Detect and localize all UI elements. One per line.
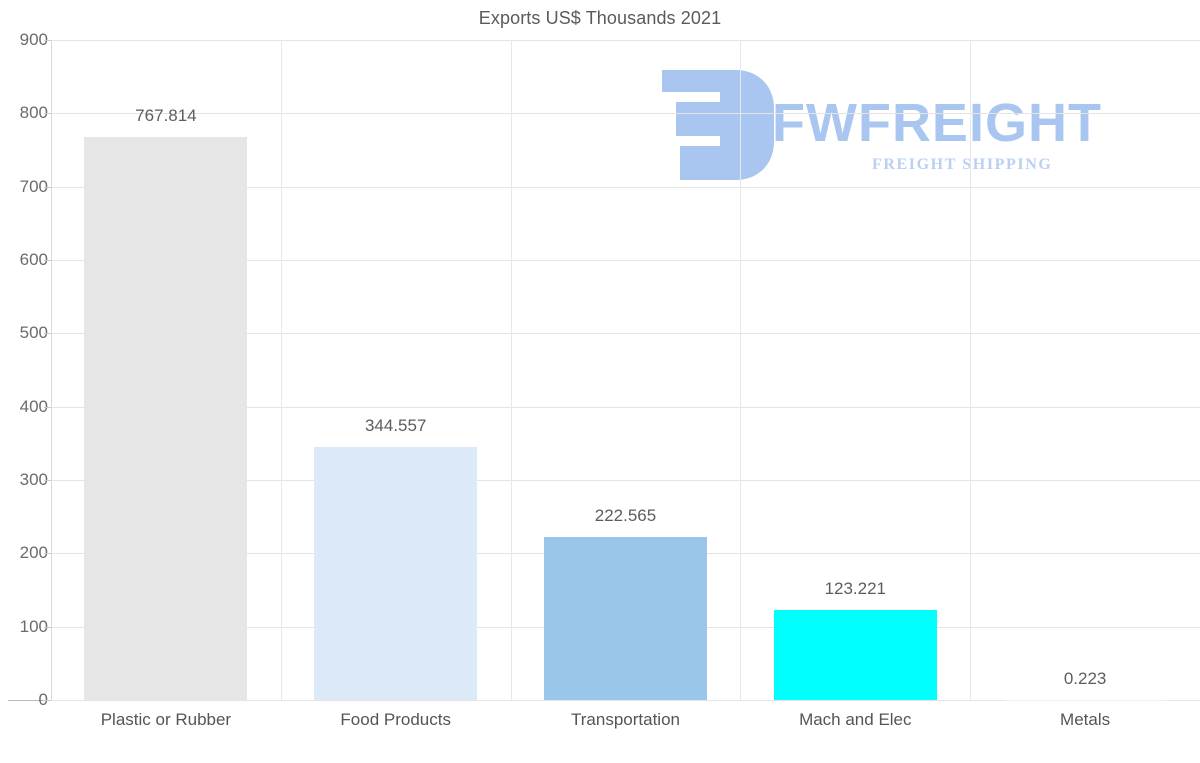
- y-axis-tick-label: 400: [19, 396, 48, 416]
- y-gridline: [51, 113, 1200, 115]
- bar[interactable]: [543, 536, 708, 700]
- y-axis-tick-label: 100: [19, 616, 48, 636]
- bar[interactable]: [314, 447, 478, 700]
- y-axis-tick-label: 600: [19, 250, 48, 269]
- y-axis-tick-mark: [44, 480, 51, 481]
- y-axis-tick-mark: [44, 700, 51, 701]
- y-axis-tick-mark: [44, 260, 51, 261]
- x-axis-tick-label: Transportation: [571, 710, 680, 729]
- y-axis-tick-mark: [44, 40, 51, 41]
- y-gridline: [51, 260, 1200, 261]
- x-axis-tick-label: Mach and Elec: [799, 710, 912, 729]
- x-axis-tick-label: Food Products: [340, 710, 451, 729]
- y-axis-tick-label: 0: [0, 690, 48, 710]
- y-gridline: [51, 480, 1200, 481]
- bar-value-label: 0.223: [1063, 668, 1107, 688]
- y-axis-tick-mark: [44, 113, 51, 115]
- category-gridline: [740, 40, 741, 700]
- x-axis-tick-label: Metals: [1060, 710, 1111, 729]
- y-gridline: [51, 40, 1200, 41]
- bar-value-label: 344.557: [364, 416, 427, 436]
- y-axis-line: [51, 40, 52, 700]
- x-axis-tick-label: Plastic or Rubber: [100, 710, 232, 729]
- y-gridline: [51, 333, 1200, 335]
- category-gridline: [970, 40, 971, 700]
- y-axis-tick-mark: [44, 553, 51, 555]
- y-axis-tick-label: 700: [19, 176, 48, 196]
- y-axis-tick-label: 800: [19, 103, 48, 123]
- bar-value-label: 222.565: [594, 505, 657, 525]
- bar[interactable]: [84, 136, 248, 700]
- bar-value-label: 123.221: [824, 578, 887, 598]
- y-axis-tick-mark: [44, 186, 51, 188]
- y-axis-tick-mark: [44, 406, 51, 408]
- y-gridline: [51, 406, 1200, 408]
- y-axis-tick-label: 200: [19, 543, 48, 563]
- y-axis-tick-label: 900: [19, 30, 48, 49]
- y-gridline: [51, 186, 1200, 188]
- y-axis-tick-label: 300: [19, 470, 48, 489]
- bar[interactable]: [773, 609, 937, 700]
- bar-value-label: 767.814: [135, 105, 197, 125]
- category-gridline: [281, 40, 282, 700]
- plot-area: 767.814 344.557 222.565 123.221 0.223: [51, 40, 1200, 701]
- y-gridline: [51, 700, 1200, 701]
- chart-title: Exports US$ Thousands 2021: [478, 8, 722, 28]
- y-axis-tick-mark: [44, 626, 51, 628]
- category-gridline: [511, 40, 512, 700]
- y-axis-tick-label: 500: [19, 323, 48, 343]
- y-axis-tick-mark: [44, 333, 51, 335]
